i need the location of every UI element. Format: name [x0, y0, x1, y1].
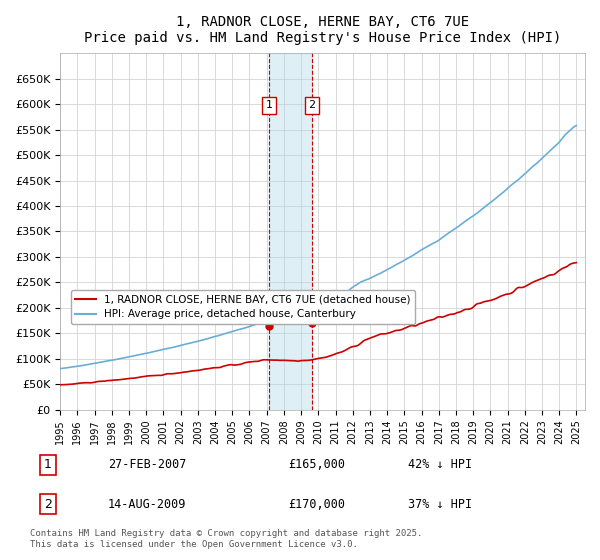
Title: 1, RADNOR CLOSE, HERNE BAY, CT6 7UE
Price paid vs. HM Land Registry's House Pric: 1, RADNOR CLOSE, HERNE BAY, CT6 7UE Pric…: [84, 15, 561, 45]
Text: £165,000: £165,000: [288, 458, 345, 472]
Legend: 1, RADNOR CLOSE, HERNE BAY, CT6 7UE (detached house), HPI: Average price, detach: 1, RADNOR CLOSE, HERNE BAY, CT6 7UE (det…: [71, 290, 415, 324]
Text: 1: 1: [266, 100, 273, 110]
Text: 37% ↓ HPI: 37% ↓ HPI: [408, 497, 472, 511]
Text: 14-AUG-2009: 14-AUG-2009: [108, 497, 187, 511]
Text: 27-FEB-2007: 27-FEB-2007: [108, 458, 187, 472]
Text: Contains HM Land Registry data © Crown copyright and database right 2025.
This d: Contains HM Land Registry data © Crown c…: [30, 529, 422, 549]
Text: 42% ↓ HPI: 42% ↓ HPI: [408, 458, 472, 472]
Bar: [269, 53, 312, 409]
Text: £170,000: £170,000: [288, 497, 345, 511]
Text: 1: 1: [44, 458, 52, 472]
Text: 2: 2: [44, 497, 52, 511]
Text: 2: 2: [308, 100, 316, 110]
